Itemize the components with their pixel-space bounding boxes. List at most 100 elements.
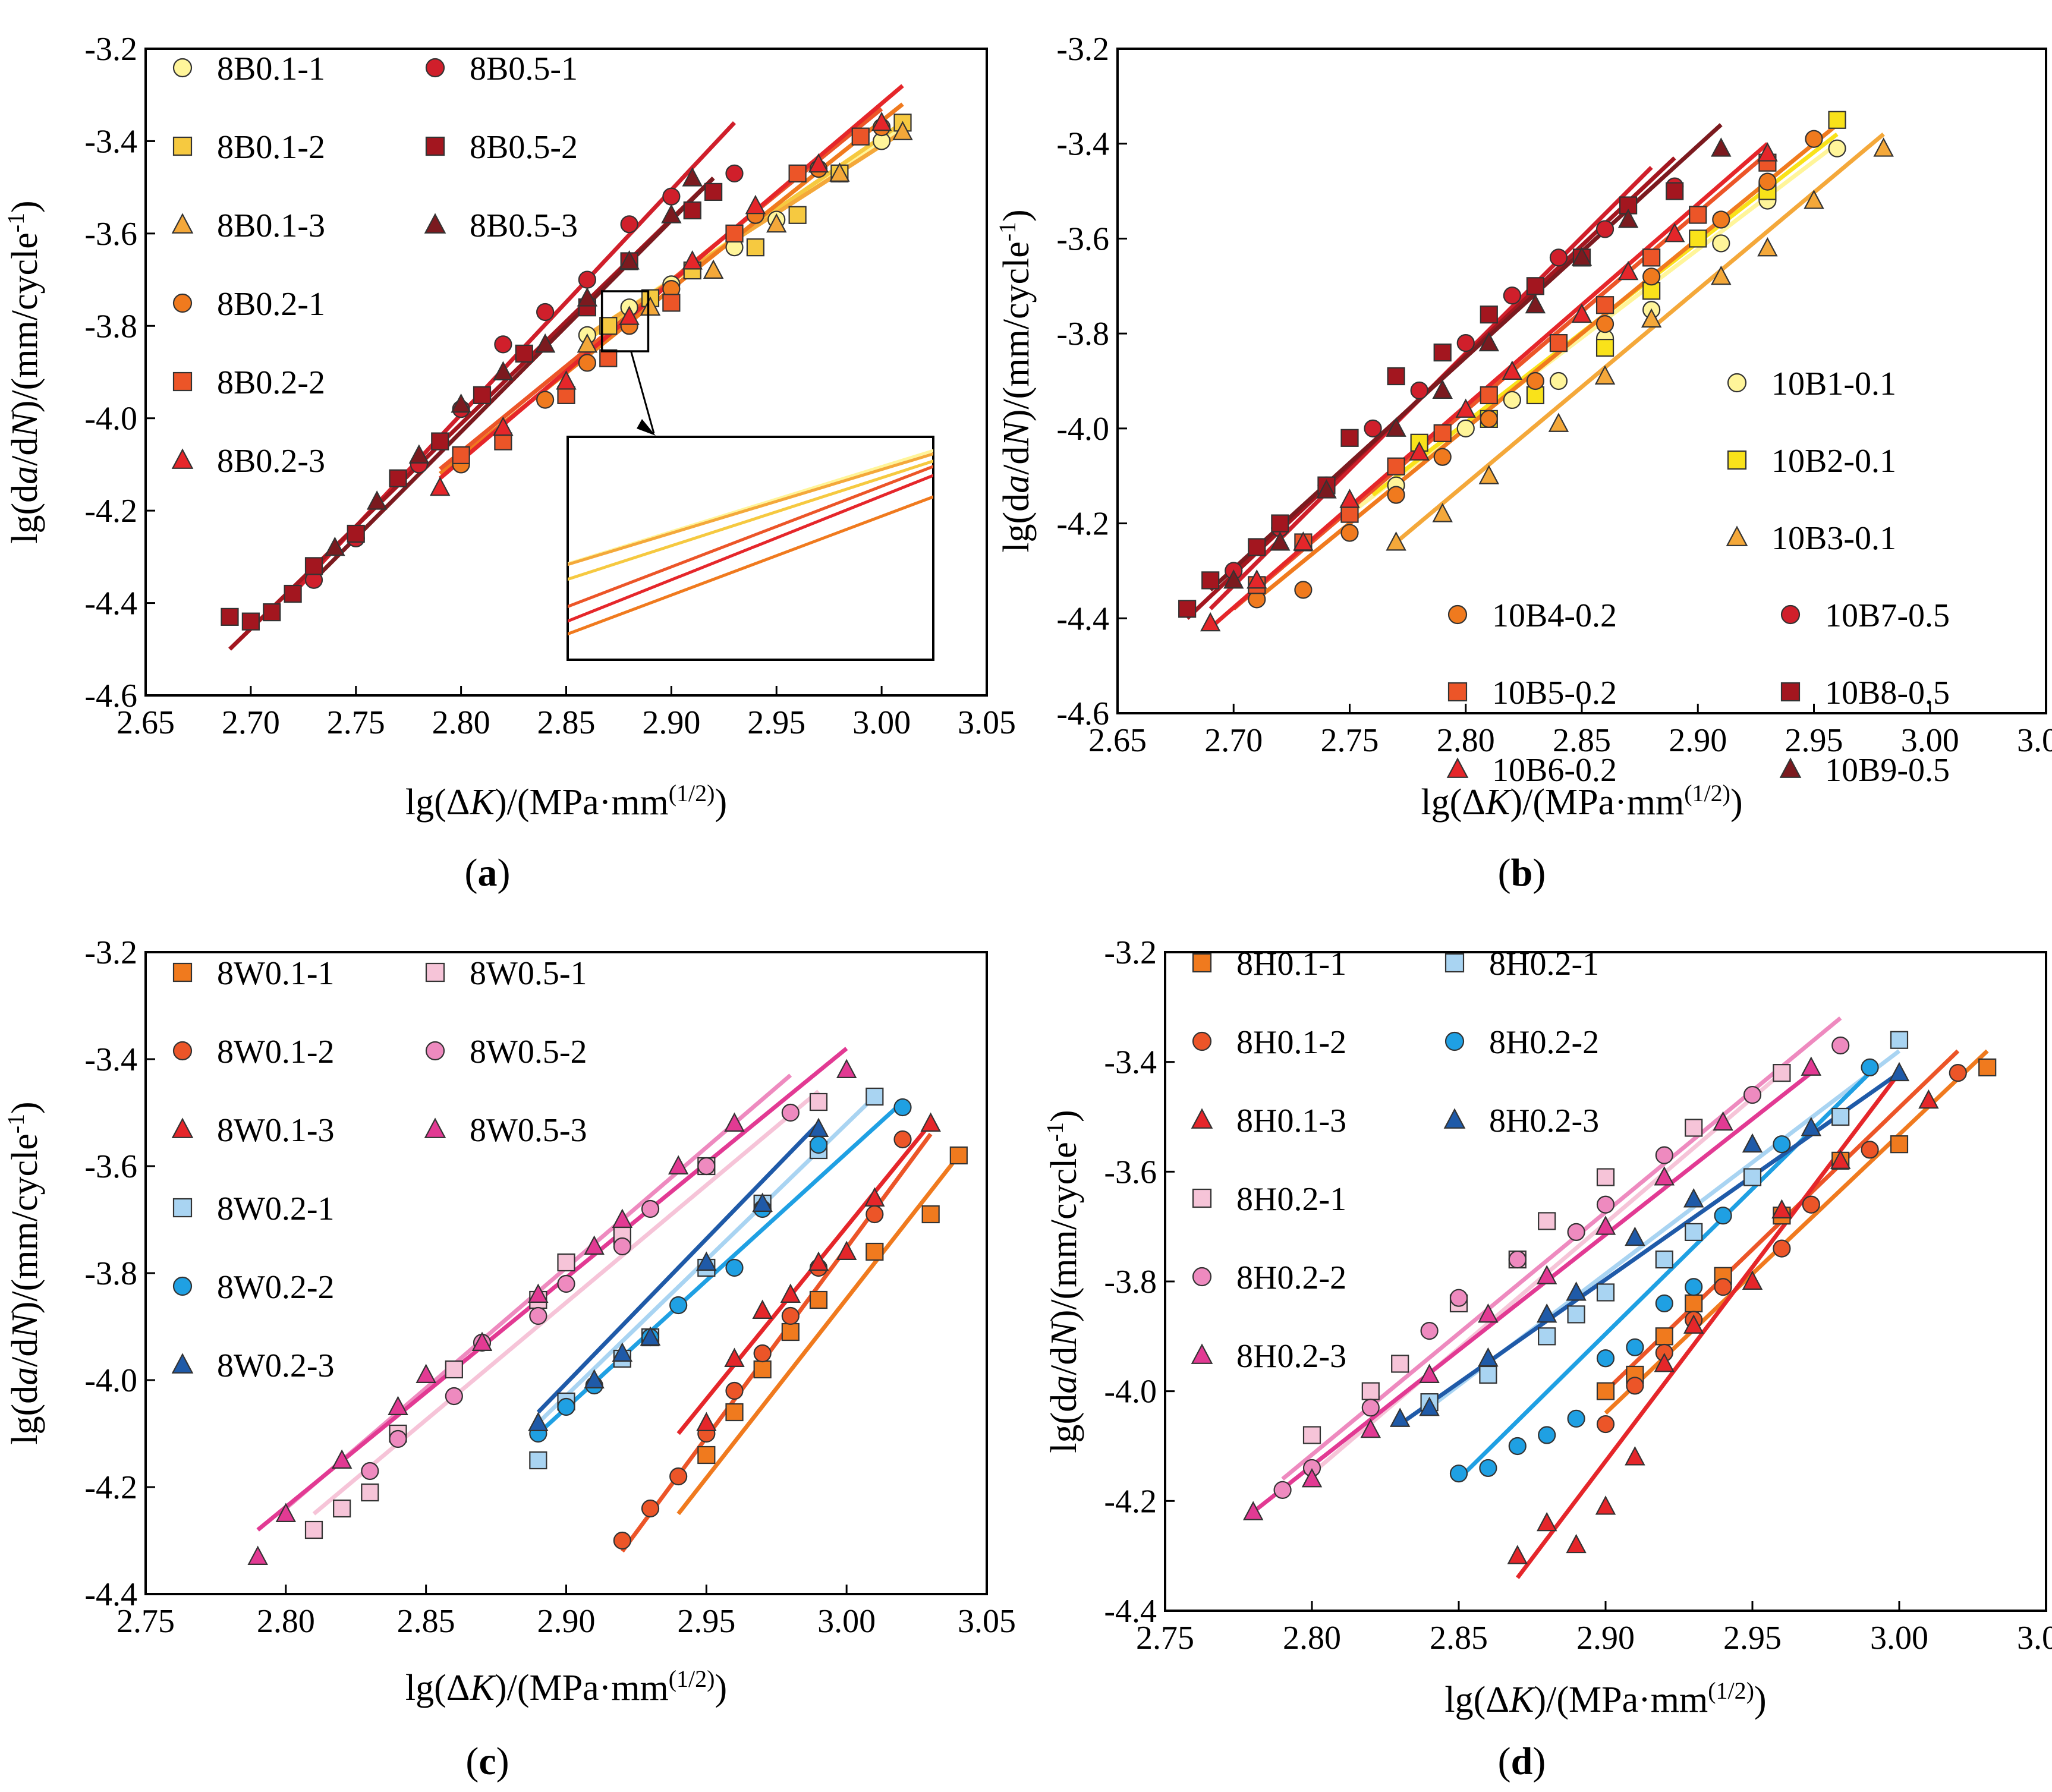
data-point-s5-9 — [1801, 1056, 1822, 1076]
x-tick-label-6: 2.95 — [747, 704, 805, 741]
data-point-s8-6 — [1683, 1188, 1704, 1208]
x-tick-label-5: 3.00 — [817, 1603, 876, 1640]
panel-label: (a) — [465, 851, 511, 895]
data-point-s2-0 — [577, 333, 598, 353]
data-point-s4-7 — [1596, 1195, 1615, 1214]
y-tick-label-1: -3.4 — [1104, 1044, 1157, 1081]
legend-marker-2 — [1191, 1108, 1213, 1129]
data-point-s4-8 — [1655, 1146, 1673, 1164]
x-tick-label-7: 3.00 — [852, 704, 911, 741]
legend-label-3: 8W0.2-1 — [217, 1191, 335, 1227]
fit-line-8 — [256, 1047, 848, 1532]
data-point-s3-1 — [1361, 1382, 1380, 1400]
data-point-s4-6 — [1549, 334, 1568, 352]
x-tick-label-3: 2.90 — [1576, 1620, 1635, 1656]
data-point-s8-0 — [325, 536, 345, 556]
data-point-s6-7 — [1549, 248, 1568, 267]
fit-line-2 — [1395, 133, 1885, 544]
data-point-s4-9 — [1689, 206, 1707, 224]
data-point-s6-8 — [1595, 220, 1614, 238]
x-tick-label-5: 2.90 — [1669, 722, 1727, 759]
data-point-s3-6 — [1526, 371, 1544, 390]
legend-marker-2 — [171, 213, 194, 234]
data-point-s3-1 — [1294, 581, 1313, 599]
x-tick-label-0: 2.75 — [117, 1603, 175, 1640]
data-point-s2-6 — [1711, 265, 1732, 285]
data-point-s8-9 — [1711, 137, 1732, 157]
y-tick-label-3: -3.8 — [1056, 316, 1109, 352]
data-point-s8-5 — [1478, 332, 1500, 352]
data-point-s8-3 — [451, 393, 471, 413]
data-point-s4-2 — [1340, 505, 1359, 523]
data-point-s7-2 — [1508, 1437, 1527, 1456]
data-point-s8-7 — [1742, 1133, 1763, 1153]
data-point-s7-8 — [1685, 1278, 1703, 1296]
data-point-s1-5 — [1689, 229, 1707, 248]
legend: 8H0.1-1 8H0.1-2 8H0.1-3 8H0.2-1 8H0.2-2 8H0.2… — [1191, 946, 1599, 1375]
fit-line-0 — [676, 1154, 961, 1516]
legend-label-8: 8B0.5-3 — [470, 207, 578, 244]
data-point-s2-4 — [808, 1251, 829, 1271]
data-point-s3-3 — [1387, 486, 1405, 504]
data-point-s7-2 — [445, 1387, 463, 1406]
data-point-s2-5 — [1641, 308, 1662, 328]
data-point-s8-9 — [682, 167, 703, 187]
legend-label-5: 8H0.2-3 — [1236, 1338, 1346, 1375]
data-point-s7-4 — [1567, 1409, 1585, 1428]
data-point-s2-8 — [1804, 190, 1824, 209]
data-point-s5-1 — [1247, 569, 1267, 589]
data-point-s2-1 — [724, 1347, 745, 1367]
legend-marker-3 — [1447, 604, 1468, 625]
data-point-s5-2 — [1360, 1418, 1381, 1438]
data-point-s7-7 — [1433, 343, 1452, 362]
data-point-s5-1 — [1301, 1467, 1323, 1488]
data-point-s3-3 — [578, 354, 596, 372]
data-point-s5-4 — [696, 1251, 717, 1271]
data-point-s5-4 — [1409, 441, 1430, 461]
data-point-s1-0 — [613, 1531, 631, 1550]
data-point-s3-2 — [1391, 1355, 1409, 1373]
data-point-s3-6 — [1596, 1168, 1615, 1186]
x-tick-label-8: 3.05 — [958, 704, 1016, 741]
data-point-s8-8 — [661, 204, 682, 223]
legend-marker-4 — [172, 371, 193, 392]
legend-marker-0 — [1727, 373, 1747, 393]
y-tick-label-2: -3.6 — [84, 216, 137, 253]
data-point-s7-1 — [1201, 571, 1220, 590]
data-point-s2-1 — [1432, 503, 1453, 522]
data-point-s5-6 — [1595, 1215, 1616, 1235]
legend-label-7: 8H0.2-2 — [1489, 1024, 1599, 1061]
data-point-s8-6 — [577, 287, 598, 307]
data-point-s7-9 — [1714, 1207, 1732, 1225]
data-point-s8-3 — [388, 1396, 408, 1415]
data-point-s0-8 — [1978, 1058, 1997, 1077]
fit-line-5 — [1208, 142, 1769, 629]
legend-marker-1 — [1192, 1031, 1212, 1051]
data-point-s7-9 — [515, 344, 533, 363]
data-point-s6-6 — [578, 270, 596, 289]
data-point-s1-3 — [1595, 338, 1614, 357]
data-point-s7-3 — [1538, 1426, 1556, 1444]
fit-line-2 — [586, 130, 904, 337]
data-point-s5-3 — [1339, 489, 1360, 508]
data-point-s6-5 — [536, 303, 555, 322]
y-axis-title: lg(da/dN)/(mm/cycle-1) — [2, 1101, 46, 1444]
data-point-s3-10 — [1758, 172, 1777, 191]
data-point-s5-2 — [556, 370, 577, 390]
data-point-s6-6 — [557, 1253, 575, 1272]
legend-marker-3 — [1192, 1188, 1212, 1208]
inset-fit-line-0 — [568, 449, 933, 566]
data-point-s7-4 — [529, 1306, 547, 1325]
data-point-s1-8 — [1949, 1064, 1967, 1082]
zoom-source-box — [600, 290, 650, 352]
fit-line-5 — [1252, 1071, 1812, 1514]
inset-fit-line-3 — [568, 495, 933, 636]
y-tick-label-4: -4.0 — [1104, 1374, 1157, 1410]
data-point-s7-0 — [1178, 600, 1197, 618]
panel-label: (b) — [1498, 851, 1546, 895]
legend-marker-4 — [1447, 682, 1468, 702]
data-point-s0-1 — [725, 1403, 744, 1422]
data-point-s6-8 — [662, 187, 681, 206]
data-point-s6-0 — [304, 1520, 323, 1539]
legend-label-4: 8B0.2-2 — [217, 364, 325, 401]
